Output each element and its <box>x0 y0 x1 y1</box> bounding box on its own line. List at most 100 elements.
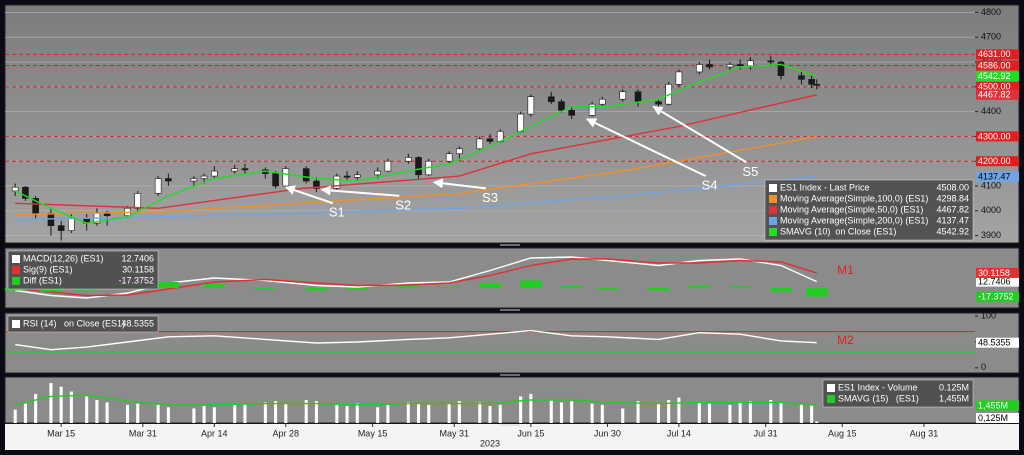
candle-body <box>634 91 642 102</box>
legend-box <box>7 315 159 333</box>
legend-swatch <box>769 217 777 225</box>
bar <box>656 403 661 423</box>
bar <box>729 286 751 288</box>
candle-body <box>353 174 361 178</box>
bar <box>498 404 502 423</box>
legend-value: -17.3752 <box>118 275 154 285</box>
candle-body <box>11 186 19 192</box>
bar <box>677 397 681 423</box>
bar <box>13 409 17 423</box>
value-tag <box>976 337 1019 348</box>
bar <box>85 396 89 423</box>
x-tick-label: Aug 15 <box>828 428 857 438</box>
value-tag <box>976 267 1019 278</box>
candle-body <box>343 175 351 178</box>
bar <box>488 406 492 423</box>
legend-swatch <box>769 206 777 214</box>
annotation-arrow <box>284 185 334 205</box>
legend-label: Moving Average(Simple,50,0) (ES1) <box>780 204 923 214</box>
legend-box <box>7 250 159 290</box>
bar <box>397 286 420 288</box>
bar <box>748 401 752 423</box>
bar <box>166 407 170 423</box>
y-tick-label: 4700 <box>981 32 1001 42</box>
x-axis-band <box>5 424 1019 450</box>
panel-background <box>4 247 1020 309</box>
legend-value: 0.125M <box>939 382 969 392</box>
value-tag <box>976 131 1019 142</box>
y-tick-label: 4400 <box>981 106 1001 116</box>
candle-body <box>767 60 775 63</box>
bar <box>478 402 482 423</box>
y-tick-label: 3900 <box>981 230 1001 240</box>
candle-body <box>190 178 198 182</box>
x-axis-label: 2023 <box>480 438 500 448</box>
bar <box>707 403 712 423</box>
bar <box>274 401 278 423</box>
candle-body <box>22 186 29 199</box>
x-tick-label: Mar 15 <box>47 428 75 438</box>
candle-body <box>32 198 39 214</box>
value-tag <box>976 171 1019 182</box>
value-tag <box>976 60 1019 71</box>
value-tag-label: 4631.00 <box>978 49 1011 59</box>
x-tick-label: May 15 <box>358 428 388 438</box>
candle-body <box>302 168 310 182</box>
candle-body <box>747 60 754 67</box>
candle-body <box>374 170 381 176</box>
bar <box>779 402 783 423</box>
value-tag-label: 4200.00 <box>978 156 1011 166</box>
value-tag-label: -17.3752 <box>978 292 1014 302</box>
candle-body <box>241 168 249 171</box>
candle-body <box>808 79 815 85</box>
bar <box>355 403 359 423</box>
line-series <box>15 394 817 407</box>
candle-body <box>445 153 453 162</box>
legend-value: 12.7406 <box>121 253 154 263</box>
line-series <box>15 258 817 297</box>
candle-body <box>231 168 239 172</box>
value-tag-label: 4586.00 <box>978 60 1011 70</box>
candle-body <box>68 217 75 231</box>
x-tick-label: Jul 31 <box>754 428 778 438</box>
bar <box>376 407 380 423</box>
y-tick-label: 4100 <box>981 180 1001 190</box>
bar <box>156 404 160 423</box>
value-tag-label: 48.5355 <box>978 338 1011 348</box>
value-tag-label: 12.7406 <box>978 277 1011 287</box>
bar <box>346 288 368 290</box>
bar <box>769 400 773 423</box>
bar <box>636 401 640 423</box>
bar <box>305 288 328 291</box>
candle-body <box>568 110 575 116</box>
value-tag <box>976 156 1019 167</box>
y-tick-label: 4800 <box>981 7 1001 17</box>
legend-value: 30.1158 <box>122 264 154 274</box>
bar <box>621 408 625 423</box>
candle-body <box>655 101 662 105</box>
bar <box>549 400 553 423</box>
legend-swatch <box>12 320 20 328</box>
x-tick-label: Apr 14 <box>201 428 228 438</box>
candle-body <box>313 180 320 189</box>
value-tag <box>976 291 1019 302</box>
bar <box>69 391 73 423</box>
bar <box>667 400 671 423</box>
value-tag <box>976 413 1019 423</box>
bar <box>233 404 237 423</box>
bar <box>519 396 523 423</box>
candle-body <box>384 160 392 172</box>
annotation-label: S2 <box>395 197 411 212</box>
value-tag-label: 30.1158 <box>978 268 1010 278</box>
x-tick-label: Mar 31 <box>129 428 157 438</box>
bar <box>728 404 732 423</box>
bar <box>810 404 814 423</box>
x-tick-label: Aug 31 <box>910 428 939 438</box>
value-tag-label: 4300.00 <box>978 131 1011 141</box>
bar <box>697 402 701 423</box>
candle-body <box>476 138 484 150</box>
annotation-label: S5 <box>742 164 758 179</box>
plot-area <box>13 383 819 423</box>
